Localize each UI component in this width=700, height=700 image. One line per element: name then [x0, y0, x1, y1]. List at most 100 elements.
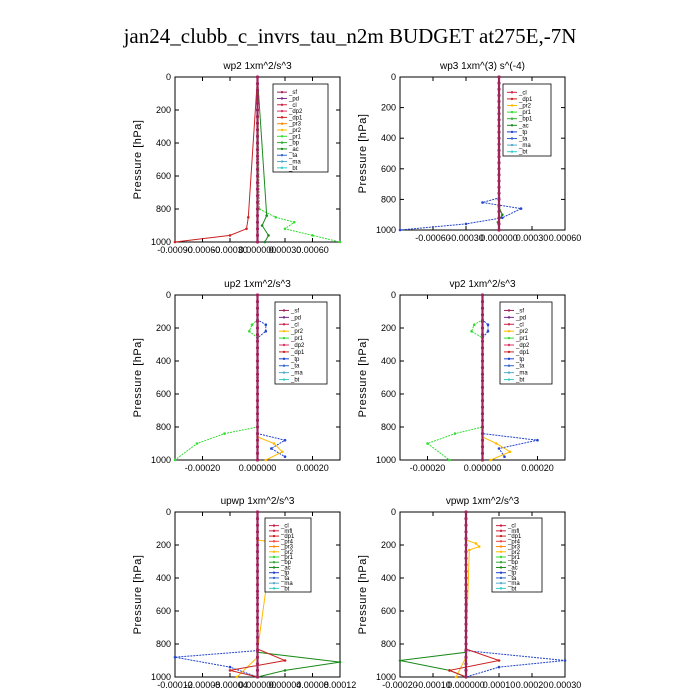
zero-series-point	[255, 154, 260, 158]
y-tick-label: 800	[156, 204, 171, 214]
panel-title: wp2 1xm^2/s^3	[222, 61, 292, 72]
series-point	[235, 675, 239, 679]
legend-label: _pr2	[290, 329, 304, 335]
series-line-tp	[174, 512, 258, 678]
legend-label: _bp	[288, 141, 300, 147]
zero-series-point	[480, 352, 485, 356]
legend-marker	[507, 343, 511, 347]
legend-marker	[280, 147, 284, 151]
y-tick-label: 400	[156, 356, 171, 366]
zero-series-point	[464, 596, 468, 600]
zero-series-point	[255, 616, 260, 620]
legend-marker	[282, 329, 286, 333]
zero-series-point	[255, 333, 260, 337]
legend-marker	[507, 309, 511, 312]
legend-label: _ac	[288, 147, 299, 153]
legend-label: _pr1	[518, 110, 532, 116]
zero-series-point	[497, 203, 501, 208]
zero-series-point	[255, 550, 260, 554]
zero-series-point	[255, 240, 260, 244]
zero-series-point	[255, 227, 260, 231]
x-tick-label: 0.00012	[324, 680, 357, 690]
zero-series-point	[255, 187, 260, 191]
legend-marker	[507, 371, 511, 374]
legend-label: _pr3	[288, 122, 302, 128]
zero-series-point	[255, 181, 260, 185]
legend-label: _tp	[518, 130, 528, 136]
series-point	[264, 458, 268, 462]
x-tick-label: -0.00010	[415, 680, 451, 690]
zero-series-point	[480, 359, 485, 363]
series-point	[311, 234, 314, 237]
zero-series-point	[497, 228, 501, 232]
series-point	[264, 323, 268, 327]
zero-series-point	[464, 563, 468, 567]
zero-series-point	[255, 194, 260, 198]
legend-marker	[272, 571, 276, 574]
y-tick-label: 400	[381, 356, 396, 366]
zero-series-point	[255, 445, 260, 449]
legend: _sf_pd_cl_dp2_dp1_pr3_pr2_pr1_bp_ac_ta_m…	[272, 83, 329, 173]
legend-label: _mfl	[280, 529, 292, 535]
zero-series-point	[255, 101, 260, 105]
zero-series-point	[464, 616, 468, 620]
legend-marker	[507, 316, 511, 319]
zero-series-point	[255, 366, 260, 370]
legend-label: _dp1	[290, 350, 305, 356]
legend-marker	[282, 364, 286, 367]
legend-label: _cl	[280, 524, 289, 530]
zero-series-point	[480, 372, 485, 376]
y-tick-label: 200	[156, 540, 171, 550]
legend-marker	[499, 587, 503, 590]
legend-label: _cl	[515, 322, 524, 328]
series-point	[501, 213, 504, 216]
legend-label: _pr3	[280, 545, 294, 551]
series-point	[228, 669, 232, 672]
legend-marker	[499, 540, 503, 543]
y-tick-label: 400	[381, 133, 396, 143]
y-tick-label: 0	[166, 290, 171, 300]
legend-label: _ta	[515, 364, 525, 370]
legend-label: _pr2	[507, 550, 521, 556]
zero-series-point	[255, 609, 260, 613]
zero-series-point	[255, 589, 260, 593]
zero-series-point	[464, 602, 468, 607]
zero-series-point	[255, 300, 260, 304]
legend-marker	[507, 364, 511, 367]
legend-label: _ac	[280, 565, 291, 571]
legend-label: _pr1	[507, 555, 521, 561]
x-tick-label: -0.00012	[157, 680, 193, 690]
zero-series-point	[480, 385, 485, 389]
series-point	[256, 376, 259, 379]
legend-box	[264, 517, 312, 593]
x-tick-label: 0.00010	[483, 680, 516, 690]
series-point	[398, 659, 402, 662]
series-point	[489, 458, 493, 462]
zero-series-point	[480, 300, 485, 304]
x-tick-label: -0.00008	[185, 680, 221, 690]
y-tick-label: 1000	[151, 455, 171, 465]
zero-series-point	[480, 379, 485, 383]
zero-series-point	[464, 543, 468, 547]
legend-marker	[507, 323, 511, 326]
y-tick-label: 200	[156, 105, 171, 115]
zero-series-point	[255, 141, 260, 145]
zero-series-point	[255, 174, 260, 178]
zero-series-point	[497, 210, 501, 214]
legend-label: _ac	[518, 123, 529, 129]
series-point	[228, 234, 232, 237]
chart-panel-5: upwp 1xm^2/s^3 0 200 400 600 800 1000 Pressure …	[132, 496, 356, 690]
legend-marker	[499, 529, 503, 533]
legend: _cl_mfl_dp1_pr4_pr3_pr2_pr1_bp_ac_tp_ta_…	[491, 517, 543, 593]
y-tick-label: 0	[166, 507, 171, 517]
zero-series-point	[255, 432, 260, 436]
legend-label: _ta	[518, 137, 528, 143]
series-point	[173, 458, 177, 462]
legend-marker	[507, 329, 511, 333]
x-tick-label: -0.00030	[212, 245, 248, 255]
legend-marker	[499, 581, 503, 585]
legend-label: _bt	[507, 586, 517, 592]
series-point	[264, 330, 268, 333]
zero-series-point	[255, 635, 260, 640]
series-point	[292, 220, 296, 224]
